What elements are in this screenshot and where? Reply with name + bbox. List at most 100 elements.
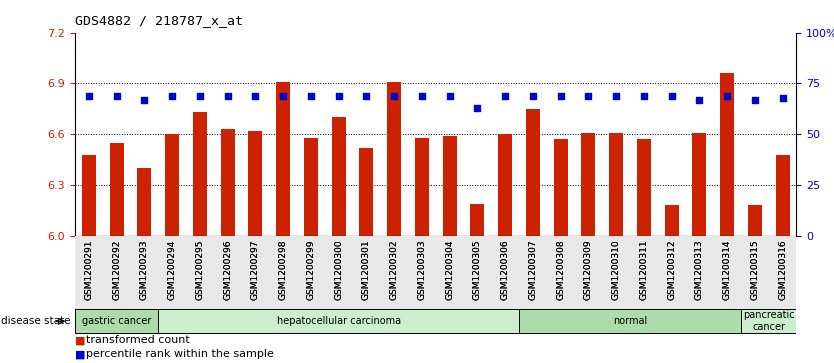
Point	[277, 93, 290, 99]
Point	[748, 97, 761, 103]
Text: GSM1200307: GSM1200307	[529, 240, 537, 300]
Text: ■: ■	[75, 349, 86, 359]
Text: GSM1200304: GSM1200304	[445, 240, 455, 300]
Point	[554, 93, 567, 99]
Text: normal: normal	[613, 316, 647, 326]
Text: GSM1200315: GSM1200315	[751, 240, 759, 300]
Bar	[158, 309, 519, 334]
Point	[165, 93, 178, 99]
Point	[776, 95, 789, 101]
Bar	[359, 148, 374, 236]
Bar	[721, 73, 734, 236]
Text: GSM1200293: GSM1200293	[140, 240, 149, 300]
Text: GSM1200303: GSM1200303	[417, 240, 426, 300]
Bar	[221, 129, 234, 236]
Text: transformed count: transformed count	[86, 335, 189, 345]
Text: GSM1200301: GSM1200301	[362, 240, 371, 300]
Text: GSM1200299: GSM1200299	[306, 240, 315, 300]
Text: GSM1200312: GSM1200312	[667, 240, 676, 300]
Text: GSM1200301: GSM1200301	[362, 240, 371, 300]
Text: GSM1200306: GSM1200306	[500, 240, 510, 300]
Point	[415, 93, 429, 99]
Text: GSM1200298: GSM1200298	[279, 240, 288, 300]
Bar	[519, 309, 741, 334]
Bar	[304, 138, 318, 236]
Text: GSM1200308: GSM1200308	[556, 240, 565, 300]
Text: hepatocellular carcinoma: hepatocellular carcinoma	[277, 316, 400, 326]
Bar	[332, 117, 345, 236]
Text: GSM1200310: GSM1200310	[611, 240, 620, 300]
Text: GSM1200314: GSM1200314	[722, 240, 731, 300]
Point	[721, 93, 734, 99]
Point	[470, 105, 484, 111]
Text: GSM1200309: GSM1200309	[584, 240, 593, 300]
Bar	[470, 204, 485, 236]
Text: GSM1200294: GSM1200294	[168, 240, 177, 300]
Text: GSM1200295: GSM1200295	[195, 240, 204, 300]
Point	[526, 93, 540, 99]
Bar	[609, 132, 623, 236]
Text: GSM1200311: GSM1200311	[640, 240, 648, 300]
Bar	[526, 109, 540, 236]
Text: GSM1200295: GSM1200295	[195, 240, 204, 300]
Bar	[581, 132, 595, 236]
Text: GSM1200305: GSM1200305	[473, 240, 482, 300]
Text: GSM1200302: GSM1200302	[389, 240, 399, 300]
Point	[83, 93, 96, 99]
Bar	[138, 168, 151, 236]
Text: GSM1200312: GSM1200312	[667, 240, 676, 300]
Text: GSM1200307: GSM1200307	[529, 240, 537, 300]
Text: GSM1200314: GSM1200314	[722, 240, 731, 300]
Text: GSM1200313: GSM1200313	[695, 240, 704, 300]
Text: GSM1200296: GSM1200296	[224, 240, 232, 300]
Text: GSM1200316: GSM1200316	[778, 240, 787, 300]
Bar	[554, 139, 568, 236]
Point	[332, 93, 345, 99]
Bar	[415, 138, 429, 236]
Text: GSM1200291: GSM1200291	[84, 240, 93, 300]
Text: GSM1200308: GSM1200308	[556, 240, 565, 300]
Text: GSM1200313: GSM1200313	[695, 240, 704, 300]
Text: GSM1200310: GSM1200310	[611, 240, 620, 300]
Text: GSM1200292: GSM1200292	[113, 240, 121, 300]
Point	[693, 97, 706, 103]
Point	[304, 93, 318, 99]
Bar	[741, 309, 796, 334]
Text: GSM1200306: GSM1200306	[500, 240, 510, 300]
Bar	[82, 155, 96, 236]
Bar	[193, 112, 207, 236]
Point	[359, 93, 373, 99]
Text: GSM1200291: GSM1200291	[84, 240, 93, 300]
Point	[221, 93, 234, 99]
Point	[499, 93, 512, 99]
Point	[193, 93, 207, 99]
Text: GSM1200311: GSM1200311	[640, 240, 648, 300]
Text: GSM1200300: GSM1200300	[334, 240, 343, 300]
Text: GSM1200299: GSM1200299	[306, 240, 315, 300]
Text: percentile rank within the sample: percentile rank within the sample	[86, 349, 274, 359]
Bar	[692, 132, 706, 236]
Text: GSM1200297: GSM1200297	[251, 240, 260, 300]
Bar	[498, 134, 512, 236]
Text: GSM1200298: GSM1200298	[279, 240, 288, 300]
Point	[665, 93, 678, 99]
Point	[138, 97, 151, 103]
Text: GSM1200302: GSM1200302	[389, 240, 399, 300]
Text: GSM1200293: GSM1200293	[140, 240, 149, 300]
Text: GSM1200297: GSM1200297	[251, 240, 260, 300]
Text: pancreatic
cancer: pancreatic cancer	[743, 310, 795, 332]
Bar	[748, 205, 761, 236]
Text: gastric cancer: gastric cancer	[82, 316, 151, 326]
Text: GSM1200303: GSM1200303	[417, 240, 426, 300]
Text: GSM1200309: GSM1200309	[584, 240, 593, 300]
Text: disease state: disease state	[1, 316, 70, 326]
Text: GSM1200304: GSM1200304	[445, 240, 455, 300]
Text: GSM1200316: GSM1200316	[778, 240, 787, 300]
Point	[249, 93, 262, 99]
Point	[581, 93, 595, 99]
Point	[388, 93, 401, 99]
Bar	[637, 139, 651, 236]
Bar	[387, 82, 401, 236]
Bar	[776, 155, 790, 236]
Text: GSM1200292: GSM1200292	[113, 240, 121, 300]
